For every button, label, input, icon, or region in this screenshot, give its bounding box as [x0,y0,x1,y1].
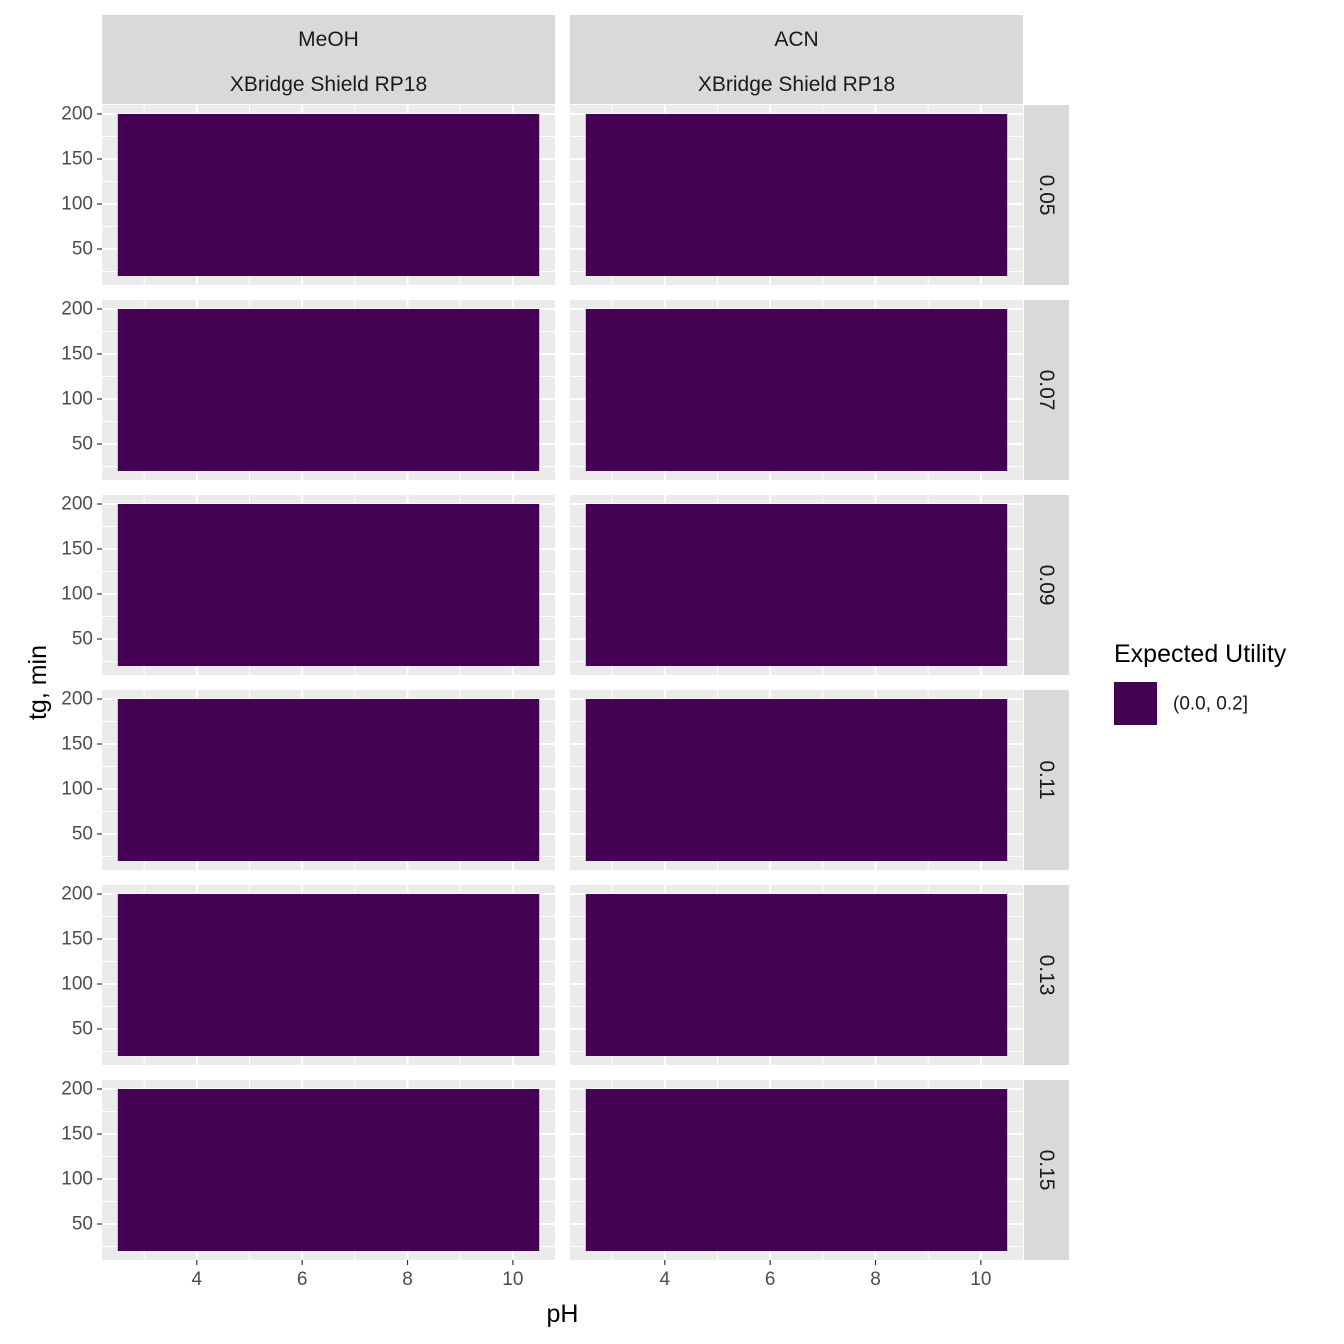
y-tick-label: 200 [61,299,93,320]
heatmap-tile [585,1089,1008,1251]
row-strip-label: 0.11 [1035,760,1058,799]
x-tick-label: 8 [402,1269,413,1290]
row-strip [1024,495,1069,675]
x-tick-label: 4 [660,1269,671,1290]
heatmap-tile [585,699,1008,861]
row-strips: 0.05 0.07 0.09 0.11 0.13 0.15 [1024,105,1069,1260]
heatmap-tile [585,894,1008,1056]
row-strip-label: 0.05 [1035,175,1058,216]
y-axes: 50 100 150 200 50 100 150 200 50 100 150 200 50 100 15… [61,104,102,1235]
heatmap-tile [585,114,1008,276]
y-tick-label: 200 [61,494,93,515]
facet-panel [102,885,555,1065]
column-strip [102,15,555,104]
y-tick-label: 50 [72,1019,93,1040]
heatmap-tile [585,504,1008,666]
facet-panel [102,1080,555,1260]
facet-panel [102,495,555,675]
y-axis-title: tg, min [24,645,52,720]
y-tick-label: 100 [61,584,93,605]
y-tick-label: 50 [72,629,93,650]
facet-panel [102,300,555,480]
row-strip [1024,690,1069,870]
y-tick-label: 50 [72,434,93,455]
y-tick-label: 200 [61,689,93,710]
y-tick-label: 150 [61,1124,93,1145]
y-tick-label: 200 [61,104,93,125]
facet-panel [570,1080,1023,1260]
y-tick-label: 100 [61,194,93,215]
heatmap-tile [585,309,1008,471]
y-tick-label: 150 [61,149,93,170]
facet-panel [570,495,1023,675]
legend-title: Expected Utility [1114,640,1287,668]
x-tick-label: 6 [765,1269,776,1290]
y-tick-label: 50 [72,824,93,845]
column-strip-label: ACN [774,28,818,51]
y-tick-label: 150 [61,539,93,560]
row-strip [1024,105,1069,285]
y-tick-label: 150 [61,734,93,755]
column-strip-sublabel: XBridge Shield RP18 [698,73,895,96]
row-strip [1024,885,1069,1065]
legend-label: (0.0, 0.2] [1173,694,1248,715]
heatmap-tile [117,1089,540,1251]
y-tick-label: 50 [72,1214,93,1235]
row-strip-label: 0.07 [1035,370,1058,411]
x-tick-label: 10 [502,1269,523,1290]
row-strip-label: 0.15 [1035,1150,1058,1191]
y-tick-label: 100 [61,389,93,410]
heatmap-tile [117,504,540,666]
y-tick-label: 100 [61,779,93,800]
column-strip-label: MeOH [298,28,359,51]
y-tick-label: 200 [61,1079,93,1100]
facet-panel [102,105,555,285]
row-strip [1024,300,1069,480]
row-strip-label: 0.13 [1035,955,1058,996]
x-tick-label: 4 [192,1269,203,1290]
facet-panel [570,300,1023,480]
facet-panel [570,690,1023,870]
legend: Expected Utility (0.0, 0.2] [1114,640,1287,725]
column-strip [570,15,1023,104]
row-strip-label: 0.09 [1035,565,1058,606]
x-axis-title: pH [547,1300,579,1328]
y-tick-label: 100 [61,1169,93,1190]
x-tick-label: 6 [297,1269,308,1290]
x-tick-label: 10 [970,1269,991,1290]
legend-key [1114,682,1157,725]
heatmap-tile [117,309,540,471]
facet-panel [570,105,1023,285]
x-tick-label: 8 [870,1269,881,1290]
facet-panel [570,885,1023,1065]
y-tick-label: 200 [61,884,93,905]
x-axes: 4 6 8 10 4 6 8 10 [192,1260,991,1290]
heatmap-tile [117,699,540,861]
facet-panel [102,690,555,870]
y-tick-label: 50 [72,239,93,260]
y-tick-label: 150 [61,344,93,365]
column-strips: MeOH XBridge Shield RP18 ACN XBridge Shield… [102,15,1023,104]
column-strip-sublabel: XBridge Shield RP18 [230,73,427,96]
heatmap-tile [117,114,540,276]
row-strip [1024,1080,1069,1260]
heatmap-tile [117,894,540,1056]
y-tick-label: 150 [61,929,93,950]
y-tick-label: 100 [61,974,93,995]
facet-panels [102,105,1023,1260]
